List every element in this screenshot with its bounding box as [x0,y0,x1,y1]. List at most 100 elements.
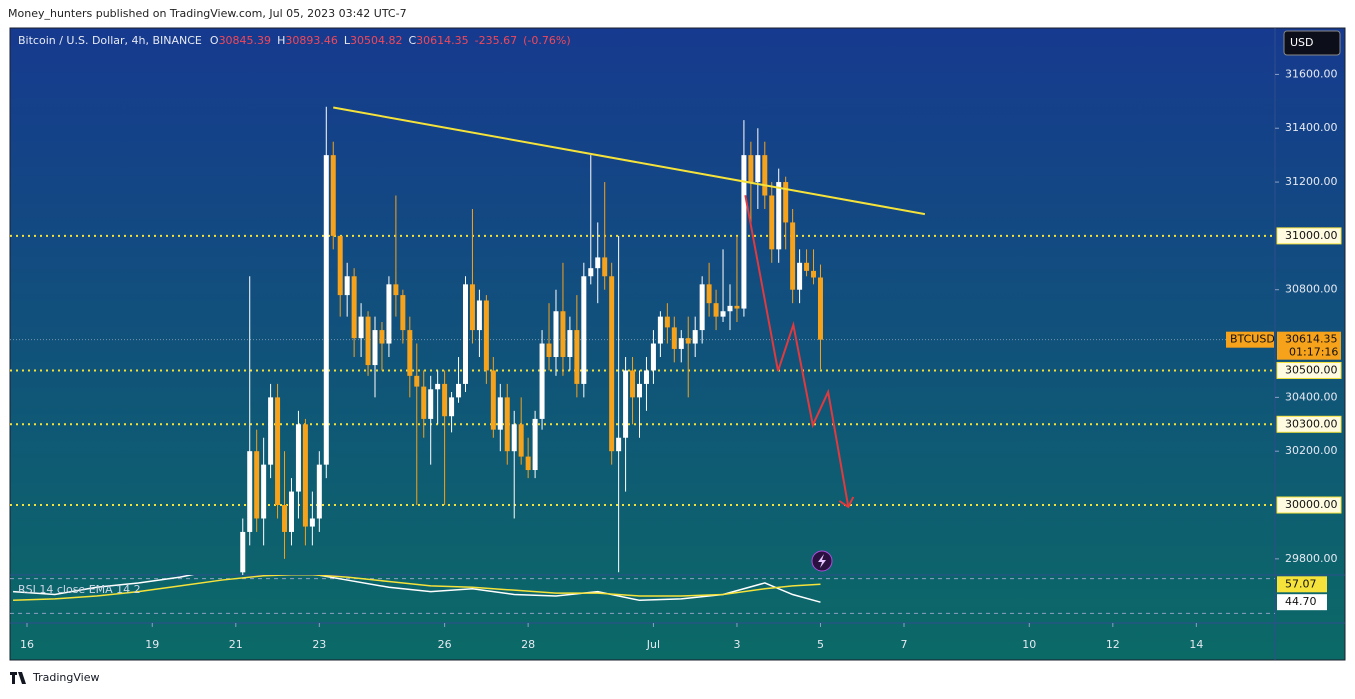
candle-body [790,222,796,290]
candle-body [567,330,573,357]
candle-body [630,370,636,398]
rsi-value: 44.70 [1285,595,1317,608]
candle-body [518,424,524,457]
h-label: H [277,34,285,47]
candle-body [358,316,364,339]
change-pct: (-0.76%) [523,34,571,47]
candle-body [762,155,768,196]
candle-body [720,311,726,317]
level-label-bg [1276,496,1342,514]
x-tick-label: 16 [20,638,34,651]
level-label: 30300.00 [1285,417,1338,430]
candle-body [490,370,496,430]
candle-body [282,505,288,532]
x-tick-label: 3 [733,638,740,651]
candle-body [817,277,823,340]
candle-body [379,330,385,344]
level-label-bg [1276,361,1342,379]
level-label: 31000.00 [1285,229,1338,242]
forecast-arrowhead [838,496,855,509]
c-value: 30614.35 [416,34,469,47]
candle-body [727,305,733,312]
x-tick-label: 21 [229,638,243,651]
candle-body [240,531,246,573]
candle-body [602,257,608,277]
candle-body [469,284,475,331]
symbol-title: Bitcoin / U.S. Dollar, 4h, BINANCE [18,34,202,47]
candle-body [706,284,712,304]
candle-body [560,311,566,357]
candle-body [692,330,698,344]
candle-body [414,375,420,387]
candle-body [623,370,629,438]
candle-body [462,284,468,384]
candle-body [678,338,684,349]
tv-logo [10,672,26,684]
candle-body [337,235,343,296]
candle-body [254,451,260,519]
candle-body [456,383,462,398]
byline: Money_hunters published on TradingView.c… [8,7,407,20]
candle-body [671,327,677,349]
candle-body [504,397,510,452]
candle-body [588,268,594,277]
y-tick-label: 29800.00 [1285,552,1338,565]
y-tick-label: 31400.00 [1285,121,1338,134]
candle-body [442,383,448,417]
candle-body [539,343,545,419]
candle-body [316,464,322,519]
rsi-value: 57.07 [1285,577,1317,590]
candle-body [657,316,663,344]
candle-body [400,295,406,331]
candle-body [393,284,399,296]
x-tick-label: 5 [817,638,824,651]
h-value: 30893.46 [285,34,338,47]
candle-body [288,491,294,532]
candle-body [435,383,441,390]
candle-body [643,370,649,384]
rsi-line [13,575,821,602]
candle-body [344,276,350,296]
y-tick-label: 30400.00 [1285,390,1338,403]
candle-body [407,330,413,376]
forecast-path [744,195,850,508]
rsi-value-bg [1277,576,1327,593]
candle-body [511,424,517,452]
candle-body [330,155,336,236]
currency-box[interactable] [1283,30,1341,56]
candle-body [261,464,267,519]
axes: 31600.00 31400.00 31200.00 30800.00 30400.00… [20,67,1342,651]
candle-body [546,343,552,357]
candle-body [302,424,308,527]
candle-body [581,276,587,384]
candle-body [553,311,559,357]
candle-body [776,182,782,250]
candle-body [748,155,754,183]
rsi-label: RSI 14 close EMA 14 2 [18,583,141,596]
candle-body [247,451,253,532]
x-tick-label: 26 [438,638,452,651]
rsi-line [13,575,821,603]
y-tick-label: 31200.00 [1285,175,1338,188]
candle-body [525,456,531,471]
candle-body [428,389,434,419]
y-tick-label: 31600.00 [1285,67,1338,80]
y-tick-label: 30800.00 [1285,283,1338,296]
candle-body [365,316,371,366]
candle-body [650,343,656,371]
price-label: 30614.35 [1285,333,1338,346]
currency[interactable]: USD [1290,36,1314,49]
candle-body [699,284,705,331]
candle-body [769,195,775,250]
candle-body [811,270,817,278]
candle-body [476,300,482,331]
candle-body [741,155,747,309]
rsi-value-bg [1277,594,1327,611]
candle-body [386,284,392,344]
main-pane [10,106,1275,575]
candle-body [268,397,274,465]
candle-body [713,303,719,317]
rsi-pane [10,575,1275,614]
candle-body [616,437,622,452]
